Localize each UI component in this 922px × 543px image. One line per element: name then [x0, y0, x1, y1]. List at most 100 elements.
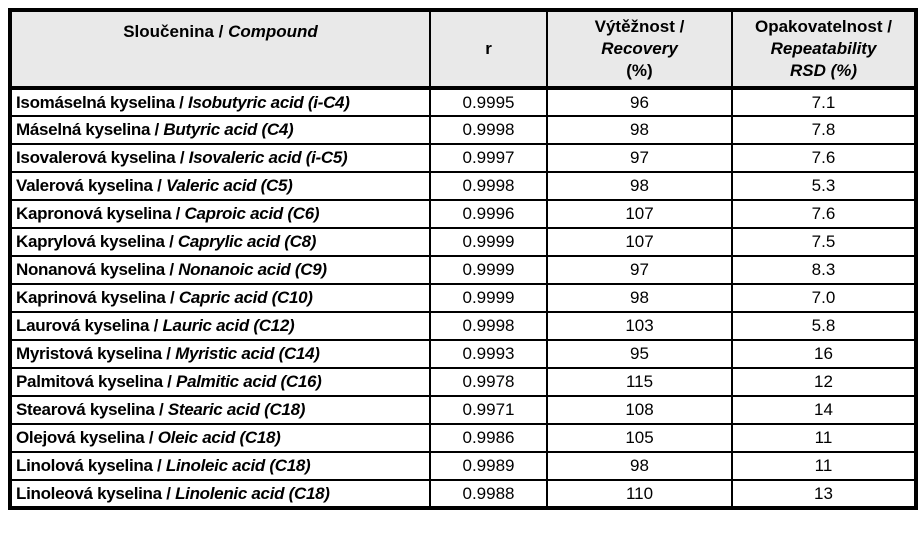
- compound-name-en: Caproic acid (C6): [184, 204, 320, 223]
- rsd-value-cell: 12: [731, 367, 917, 397]
- compound-name-en: Capric acid (C10): [178, 288, 313, 307]
- recovery-value-cell: 97: [546, 143, 733, 173]
- compound-name-cs: Linolová kyselina: [16, 456, 153, 475]
- compound-name-separator: /: [165, 288, 179, 307]
- recovery-value-cell: 97: [546, 255, 733, 285]
- compound-name-en: Stearic acid (C18): [167, 400, 306, 419]
- recovery-value-cell: 98: [546, 283, 733, 313]
- r-value-cell: 0.9996: [429, 199, 548, 229]
- table-row: Isomáselná kyselina / Isobutyric acid (i…: [9, 87, 917, 117]
- rsd-value-cell: 7.6: [731, 199, 917, 229]
- table-row: Máselná kyselina / Butyric acid (C4) 0.9…: [9, 115, 917, 145]
- header-separator: /: [213, 22, 229, 41]
- compound-name-cs: Kaprinová kyselina: [16, 288, 166, 307]
- table-row: Linoleová kyselina / Linolenic acid (C18…: [9, 479, 917, 509]
- compound-name-cell: Linoleová kyselina / Linolenic acid (C18…: [9, 479, 431, 509]
- compound-name-en: Butyric acid (C4): [163, 120, 294, 139]
- table-body: Isomáselná kyselina / Isobutyric acid (i…: [9, 87, 917, 509]
- compound-name-cell: Myristová kyselina / Myristic acid (C14): [9, 339, 431, 369]
- r-value-cell: 0.9989: [429, 451, 548, 481]
- table-row: Stearová kyselina / Stearic acid (C18) 0…: [9, 395, 917, 425]
- compound-name-en: Oleic acid (C18): [157, 428, 281, 447]
- header-r: r: [429, 9, 548, 90]
- compound-name-cs: Olejová kyselina: [16, 428, 145, 447]
- header-repeatability-cs: Opakovatelnost /: [755, 17, 892, 37]
- r-value-cell: 0.9999: [429, 283, 548, 313]
- compound-name-cell: Valerová kyselina / Valeric acid (C5): [9, 171, 431, 201]
- rsd-value-cell: 7.0: [731, 283, 917, 313]
- compound-name-separator: /: [161, 483, 176, 503]
- recovery-value-cell: 110: [546, 479, 733, 509]
- compound-validation-table: Sloučenina / Compound r Výtěžnost / Reco…: [8, 8, 918, 510]
- compound-name-separator: /: [150, 120, 164, 139]
- compound-name-separator: /: [144, 428, 158, 447]
- compound-name-cs: Laurová kyselina: [16, 316, 150, 335]
- rsd-value-cell: 7.1: [731, 87, 917, 117]
- recovery-value-cell: 98: [546, 171, 733, 201]
- compound-name-cs: Kaprylová kyselina: [16, 232, 165, 251]
- header-recovery: Výtěžnost / Recovery (%): [546, 9, 733, 90]
- compound-name-en: Isobutyric acid (i-C4): [188, 92, 350, 112]
- compound-name-cs: Isovalerová kyselina: [16, 148, 176, 167]
- compound-name-separator: /: [164, 232, 178, 251]
- header-repeatability: Opakovatelnost / Repeatability RSD (%): [731, 9, 917, 90]
- table-row: Nonanová kyselina / Nonanoic acid (C9) 0…: [9, 255, 917, 285]
- table-row: Palmitová kyselina / Palmitic acid (C16)…: [9, 367, 917, 397]
- recovery-value-cell: 96: [546, 87, 733, 117]
- compound-name-en: Linoleic acid (C18): [165, 456, 311, 475]
- recovery-value-cell: 115: [546, 367, 733, 397]
- recovery-value-cell: 107: [546, 227, 733, 257]
- header-r-label: r: [485, 39, 492, 59]
- compound-name-cell: Kapronová kyselina / Caproic acid (C6): [9, 199, 431, 229]
- table-row: Linolová kyselina / Linoleic acid (C18) …: [9, 451, 917, 481]
- compound-name-cs: Valerová kyselina: [16, 176, 153, 195]
- header-recovery-unit: (%): [626, 60, 653, 80]
- compound-name-en: Myristic acid (C14): [175, 344, 320, 363]
- compound-name-cell: Laurová kyselina / Lauric acid (C12): [9, 311, 431, 341]
- header-repeatability-unit: RSD (%): [789, 60, 858, 80]
- compound-name-en: Linolenic acid (C18): [175, 483, 330, 503]
- compound-name-cell: Isovalerová kyselina / Isovaleric acid (…: [9, 143, 431, 173]
- rsd-value-cell: 7.8: [731, 115, 917, 145]
- rsd-value-cell: 16: [731, 339, 917, 369]
- header-repeatability-en: Repeatability: [770, 39, 877, 59]
- compound-name-separator: /: [164, 260, 179, 279]
- r-value-cell: 0.9988: [429, 479, 548, 509]
- compound-name-separator: /: [175, 148, 189, 167]
- compound-name-cs: Palmitová kyselina: [16, 372, 163, 391]
- recovery-value-cell: 103: [546, 311, 733, 341]
- r-value-cell: 0.9971: [429, 395, 548, 425]
- r-value-cell: 0.9993: [429, 339, 548, 369]
- header-compound: Sloučenina / Compound: [9, 9, 431, 90]
- header-recovery-en: Recovery: [601, 39, 678, 59]
- r-value-cell: 0.9999: [429, 227, 548, 257]
- compound-name-cs: Kapronová kyselina: [16, 204, 172, 223]
- r-value-cell: 0.9998: [429, 171, 548, 201]
- compound-name-cs: Isomáselná kyselina: [16, 92, 175, 112]
- recovery-value-cell: 98: [546, 451, 733, 481]
- compound-name-cell: Máselná kyselina / Butyric acid (C4): [9, 115, 431, 145]
- compound-name-separator: /: [161, 344, 176, 363]
- rsd-value-cell: 8.3: [731, 255, 917, 285]
- r-value-cell: 0.9986: [429, 423, 548, 453]
- compound-name-separator: /: [152, 176, 166, 195]
- compound-name-cs: Stearová kyselina: [16, 400, 155, 419]
- compound-name-cs: Linoleová kyselina: [16, 483, 162, 503]
- table-row: Laurová kyselina / Lauric acid (C12) 0.9…: [9, 311, 917, 341]
- compound-name-cell: Nonanová kyselina / Nonanoic acid (C9): [9, 255, 431, 285]
- rsd-value-cell: 14: [731, 395, 917, 425]
- recovery-value-cell: 98: [546, 115, 733, 145]
- compound-name-cs: Nonanová kyselina: [16, 260, 165, 279]
- header-compound-cs: Sloučenina: [123, 22, 214, 41]
- rsd-value-cell: 11: [731, 423, 917, 453]
- compound-name-separator: /: [154, 400, 168, 419]
- table-header: Sloučenina / Compound r Výtěžnost / Reco…: [9, 9, 917, 90]
- table-row: Isovalerová kyselina / Isovaleric acid (…: [9, 143, 917, 173]
- r-value-cell: 0.9999: [429, 255, 548, 285]
- rsd-value-cell: 7.6: [731, 143, 917, 173]
- rsd-value-cell: 5.3: [731, 171, 917, 201]
- r-value-cell: 0.9998: [429, 311, 548, 341]
- r-value-cell: 0.9997: [429, 143, 548, 173]
- header-recovery-cs: Výtěžnost /: [594, 17, 685, 37]
- compound-name-separator: /: [152, 456, 166, 475]
